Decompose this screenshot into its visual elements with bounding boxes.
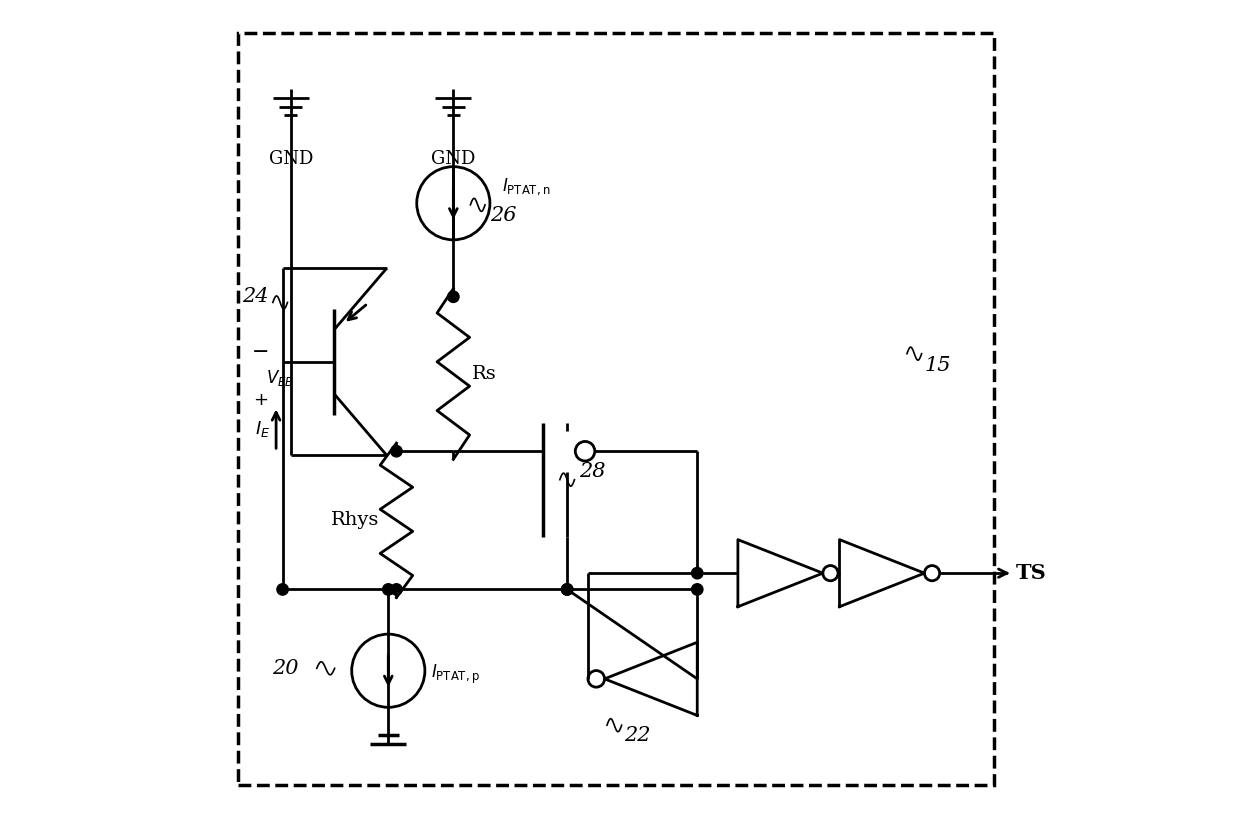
Circle shape <box>562 584 573 595</box>
Circle shape <box>448 291 459 302</box>
Text: −: − <box>252 342 269 362</box>
Circle shape <box>391 446 402 457</box>
Text: 20: 20 <box>273 659 299 678</box>
Text: GND: GND <box>432 150 475 168</box>
Text: Rs: Rs <box>472 365 497 383</box>
Circle shape <box>391 584 402 595</box>
Circle shape <box>383 584 394 595</box>
Text: $V_{EB}$: $V_{EB}$ <box>267 368 294 388</box>
Text: 26: 26 <box>490 206 516 225</box>
Circle shape <box>692 567 703 579</box>
Text: +: + <box>253 391 268 409</box>
Circle shape <box>562 584 573 595</box>
Text: $I_E$: $I_E$ <box>255 419 270 439</box>
Text: $I_{\rm PTAT,n}$: $I_{\rm PTAT,n}$ <box>502 176 551 198</box>
Text: Rhys: Rhys <box>331 511 379 529</box>
Text: 22: 22 <box>624 726 651 746</box>
Circle shape <box>692 584 703 595</box>
Text: TS: TS <box>1016 563 1047 583</box>
Text: GND: GND <box>269 150 312 168</box>
Text: 24: 24 <box>242 287 269 307</box>
Text: $I_{\rm PTAT,p}$: $I_{\rm PTAT,p}$ <box>432 663 480 686</box>
Text: 15: 15 <box>925 356 951 376</box>
Circle shape <box>277 584 288 595</box>
Text: 28: 28 <box>579 462 606 481</box>
